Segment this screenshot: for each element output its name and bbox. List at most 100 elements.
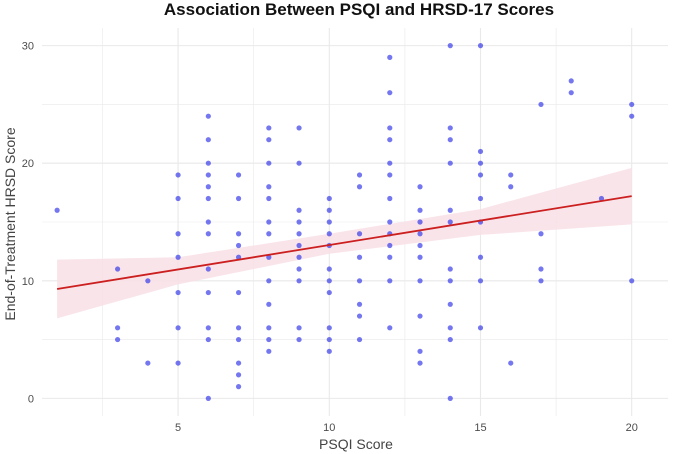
data-point bbox=[417, 231, 423, 237]
data-point bbox=[538, 101, 544, 108]
data-point bbox=[538, 278, 544, 284]
data-point bbox=[417, 278, 423, 284]
data-point bbox=[447, 266, 453, 272]
data-point bbox=[417, 219, 423, 225]
data-point bbox=[387, 137, 393, 143]
data-point bbox=[205, 172, 211, 178]
y-axis-label: End-of-Treatment HRSD Score bbox=[2, 127, 18, 321]
data-point bbox=[235, 195, 242, 202]
data-point bbox=[235, 325, 242, 331]
data-point bbox=[417, 242, 423, 249]
x-tick-label: 10 bbox=[323, 422, 335, 434]
data-point bbox=[387, 195, 393, 202]
data-point bbox=[266, 125, 272, 131]
data-point bbox=[356, 172, 363, 178]
data-point bbox=[447, 336, 453, 343]
data-point bbox=[266, 254, 272, 260]
data-point bbox=[417, 313, 423, 319]
data-point bbox=[266, 137, 272, 143]
data-point bbox=[235, 384, 242, 390]
data-point bbox=[356, 184, 363, 190]
data-point bbox=[296, 254, 302, 260]
data-point bbox=[568, 78, 574, 84]
data-point bbox=[477, 43, 484, 49]
data-point bbox=[326, 336, 332, 343]
data-point bbox=[266, 278, 272, 284]
data-point bbox=[205, 219, 211, 225]
data-point bbox=[296, 325, 302, 331]
data-point bbox=[205, 336, 211, 343]
data-point bbox=[205, 325, 211, 331]
data-point bbox=[447, 278, 453, 284]
data-point bbox=[387, 254, 393, 260]
data-point bbox=[235, 336, 242, 343]
data-point bbox=[356, 301, 363, 307]
data-point bbox=[477, 195, 484, 202]
data-point bbox=[205, 137, 211, 143]
data-point bbox=[266, 325, 272, 331]
data-point bbox=[326, 219, 332, 225]
data-point bbox=[235, 242, 242, 249]
data-point bbox=[629, 101, 635, 108]
data-point bbox=[296, 336, 302, 343]
data-point bbox=[387, 242, 393, 249]
data-point bbox=[175, 254, 181, 260]
data-point bbox=[296, 231, 302, 237]
data-point bbox=[296, 160, 302, 166]
data-point bbox=[477, 160, 484, 166]
data-point bbox=[205, 289, 211, 296]
data-point bbox=[54, 207, 60, 213]
data-point bbox=[235, 289, 242, 296]
data-point bbox=[387, 160, 393, 166]
data-point bbox=[356, 278, 363, 284]
data-point bbox=[326, 348, 332, 354]
data-point bbox=[175, 360, 181, 366]
data-point bbox=[235, 372, 242, 378]
data-point bbox=[296, 219, 302, 225]
data-point bbox=[326, 195, 332, 202]
data-point bbox=[266, 336, 272, 343]
data-point bbox=[356, 313, 363, 319]
data-point bbox=[629, 113, 635, 119]
data-point bbox=[266, 301, 272, 307]
data-point bbox=[477, 325, 484, 331]
data-point bbox=[387, 54, 393, 60]
data-point bbox=[387, 172, 393, 178]
data-point bbox=[447, 137, 453, 143]
data-point bbox=[356, 231, 363, 237]
data-point bbox=[508, 172, 514, 178]
data-point bbox=[296, 207, 302, 213]
data-point bbox=[568, 90, 574, 96]
data-point bbox=[145, 278, 151, 284]
data-point bbox=[447, 325, 453, 331]
data-point bbox=[175, 195, 181, 202]
data-point bbox=[266, 348, 272, 354]
data-point bbox=[508, 184, 514, 190]
y-tick-label: 10 bbox=[22, 276, 34, 288]
data-point bbox=[387, 325, 393, 331]
y-tick-label: 0 bbox=[28, 393, 34, 405]
data-point bbox=[266, 160, 272, 166]
data-point bbox=[145, 360, 151, 366]
data-point bbox=[205, 184, 211, 190]
data-point bbox=[266, 231, 272, 237]
data-point bbox=[538, 231, 544, 237]
y-tick-label: 30 bbox=[22, 41, 34, 53]
data-point bbox=[175, 172, 181, 178]
data-point bbox=[205, 195, 211, 202]
data-point bbox=[235, 172, 242, 178]
data-point bbox=[235, 231, 242, 237]
data-point bbox=[115, 325, 121, 331]
data-point bbox=[508, 360, 514, 366]
data-point bbox=[417, 184, 423, 190]
data-point bbox=[326, 278, 332, 284]
data-point bbox=[115, 266, 121, 272]
data-point bbox=[477, 172, 484, 178]
data-point bbox=[387, 219, 393, 225]
data-point bbox=[205, 395, 211, 401]
data-point bbox=[266, 195, 272, 202]
data-point bbox=[447, 301, 453, 307]
x-tick-label: 20 bbox=[626, 422, 638, 434]
data-point bbox=[326, 207, 332, 213]
